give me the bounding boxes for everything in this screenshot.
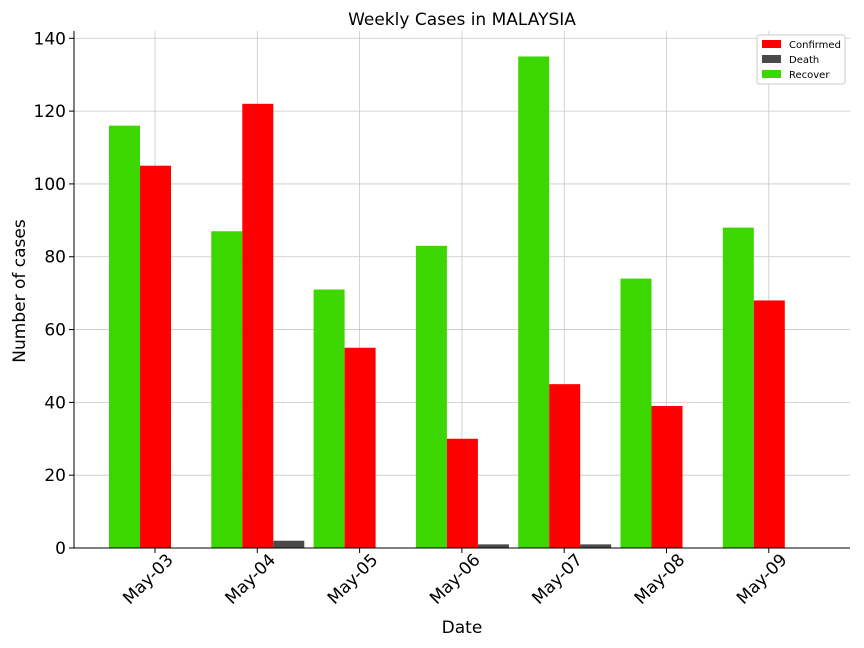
legend: Confirmed Death Recover — [756, 34, 846, 85]
bar-recover — [722, 227, 754, 548]
bars — [109, 56, 785, 549]
bar-recover — [620, 278, 652, 548]
x-tick-label: May-05 — [324, 550, 382, 608]
bar-confirmed — [753, 300, 785, 548]
bar-recover — [313, 289, 345, 548]
bar-death — [477, 544, 509, 548]
x-tick-label: May-08 — [631, 550, 689, 608]
bar-confirmed — [549, 384, 581, 548]
legend-label-death: Death — [789, 55, 819, 66]
bar-confirmed — [651, 406, 683, 548]
legend-swatch-death — [762, 55, 781, 63]
bar-recover — [518, 56, 550, 549]
legend-swatch-confirmed — [762, 40, 781, 48]
bar-confirmed — [242, 103, 274, 549]
bar-recover — [415, 245, 447, 548]
y-tick-label: 40 — [44, 393, 66, 413]
x-tick-label: May-07 — [528, 550, 586, 608]
bar-confirmed — [446, 438, 478, 548]
legend-swatch-recover — [762, 70, 781, 78]
y-axis-label: Number of cases — [10, 219, 30, 363]
y-tick-labels: 0 20 40 60 80 100 120 140 — [34, 29, 66, 559]
x-tick-label: May-06 — [426, 550, 484, 608]
bar-confirmed — [140, 165, 171, 548]
legend-label-confirmed: Confirmed — [789, 40, 841, 51]
bar-death — [580, 544, 612, 548]
axes — [69, 31, 850, 553]
y-tick-label: 80 — [44, 248, 66, 268]
x-tick-label: May-04 — [222, 550, 280, 608]
x-tick-label: May-03 — [119, 550, 177, 608]
y-tick-label: 100 — [34, 175, 66, 195]
legend-label-recover: Recover — [789, 70, 830, 81]
bar-recover — [211, 231, 243, 549]
x-tick-label: May-09 — [733, 550, 791, 608]
y-tick-label: 60 — [44, 321, 66, 341]
x-tick-labels: May-03 May-04 May-05 May-06 May-07 May-08 May-… — [119, 550, 791, 608]
x-axis-label: Date — [442, 618, 483, 638]
y-tick-label: 140 — [34, 29, 66, 49]
bar-recover — [109, 125, 140, 548]
y-tick-label: 120 — [34, 102, 66, 122]
y-tick-label: 20 — [44, 466, 66, 486]
y-tick-label: 0 — [55, 539, 66, 559]
bar-confirmed — [344, 347, 376, 548]
bar-death — [273, 540, 305, 548]
chart-title: Weekly Cases in MALAYSIA — [348, 10, 576, 30]
